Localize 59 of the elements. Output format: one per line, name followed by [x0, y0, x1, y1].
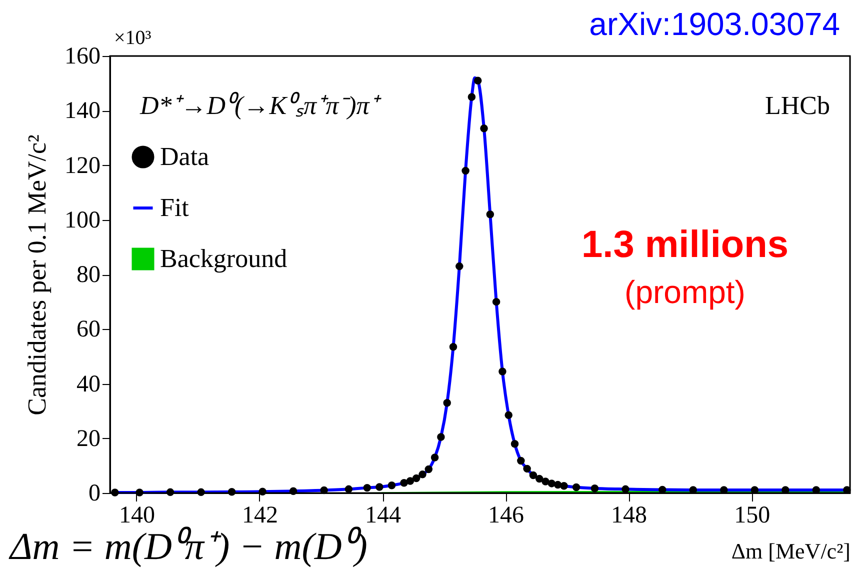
point	[344, 485, 353, 494]
point	[456, 262, 464, 270]
x-axis-title: Δm [MeV/c²]	[731, 538, 850, 564]
legend-label: Background	[160, 244, 288, 273]
x-tick-label: 146	[488, 502, 524, 528]
y-tick-label: 60	[76, 316, 100, 343]
point	[412, 474, 420, 482]
x-tick-label: 140	[118, 502, 155, 528]
x-tick-label: 150	[734, 502, 770, 528]
point	[437, 433, 445, 441]
y-tick-label: 40	[76, 371, 100, 398]
y-tick-label: 0	[88, 480, 100, 506]
point	[400, 479, 408, 487]
y-tick-label: 20	[76, 426, 100, 452]
point	[510, 440, 519, 448]
point	[388, 481, 396, 490]
y-axis-title: Candidates per 0.1 MeV/c²	[22, 134, 52, 416]
text: ×10³	[114, 27, 152, 49]
y-tick-label: 80	[76, 262, 100, 288]
point	[449, 343, 458, 351]
chart-title: arXiv:1903.03074	[589, 6, 840, 42]
point	[406, 477, 414, 485]
point	[468, 93, 476, 101]
annotation: 1.3 millions	[582, 224, 788, 266]
y-tick-label: 140	[64, 98, 100, 124]
point	[376, 483, 384, 491]
point	[462, 166, 470, 175]
point	[535, 474, 544, 483]
annotation: LHCb	[765, 91, 830, 120]
point	[523, 464, 531, 473]
x-tick-label: 142	[242, 502, 278, 528]
text: Δm = m(D⁰π⁺) − m(D⁰)	[8, 526, 368, 568]
x-tick-label: 144	[365, 502, 401, 528]
point	[542, 478, 550, 486]
y-tick-label: 100	[64, 207, 100, 234]
point	[492, 298, 500, 306]
legend-label: Data	[160, 142, 210, 171]
point	[418, 470, 426, 478]
point	[590, 484, 599, 492]
point	[480, 124, 488, 132]
point	[474, 76, 482, 84]
y-tick-label: 160	[64, 44, 100, 70]
point	[486, 210, 494, 218]
annotation: D*⁺→D⁰(→K⁰ₛπ⁺π⁻)π⁺	[139, 91, 382, 120]
point	[560, 482, 568, 490]
point	[529, 471, 538, 480]
point	[504, 411, 512, 420]
point	[622, 485, 630, 494]
point	[424, 465, 433, 474]
point	[572, 483, 580, 492]
point	[517, 456, 525, 465]
x-tick-label: 148	[611, 502, 648, 528]
y-tick-label: 120	[64, 152, 100, 179]
point	[363, 484, 371, 492]
legend-label: Fit	[160, 193, 190, 222]
point	[498, 368, 506, 376]
point	[430, 454, 439, 462]
annotation: (prompt)	[624, 274, 746, 310]
point	[443, 399, 451, 407]
